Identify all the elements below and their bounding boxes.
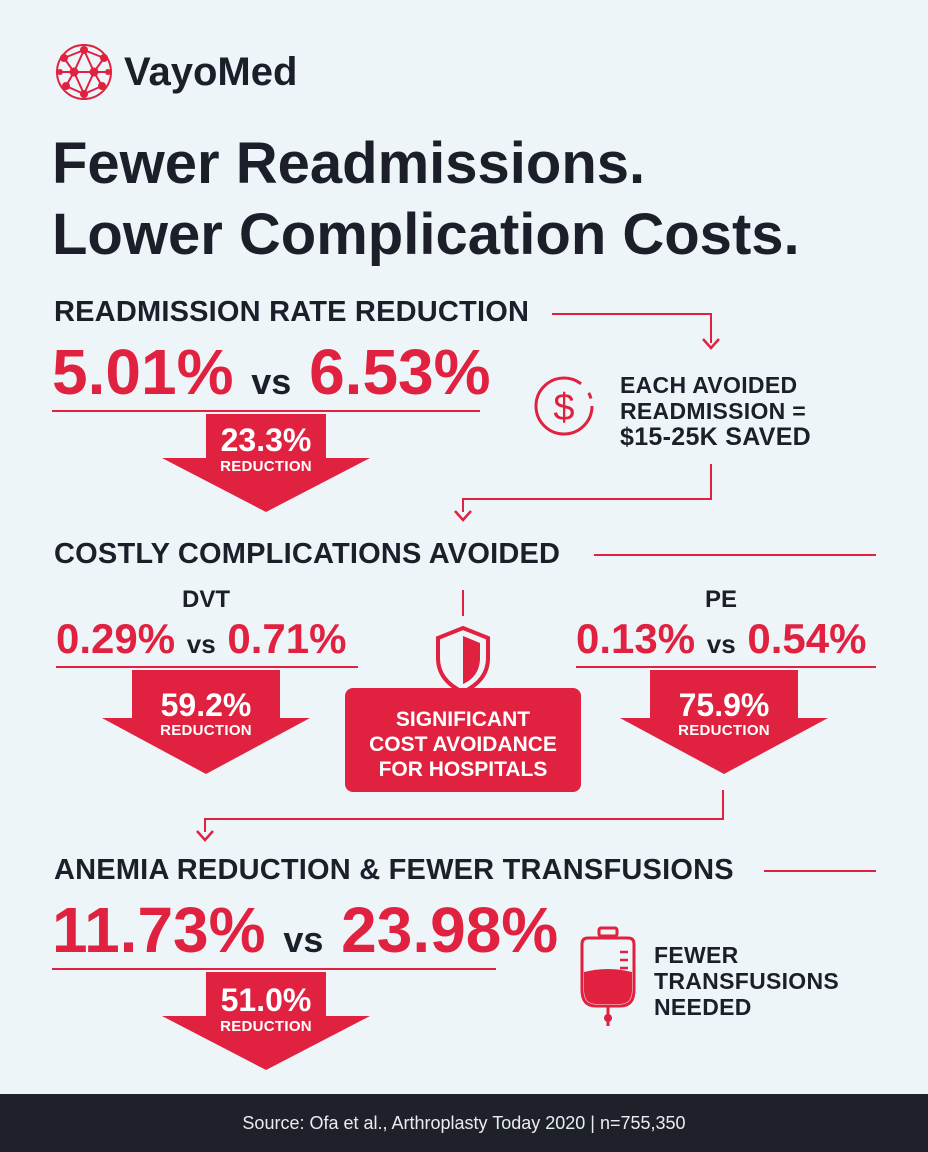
complications-heading: COSTLY COMPLICATIONS AVOIDED	[54, 538, 561, 570]
readmission-heading: READMISSION RATE REDUCTION	[54, 296, 530, 328]
divider	[52, 410, 480, 412]
pe-title: PE	[705, 586, 738, 613]
transfusion-line1: FEWER	[654, 942, 739, 968]
connector-line	[552, 313, 712, 315]
pe-value-a: 0.13%	[576, 615, 696, 662]
readmission-reduction: 23.3% REDUCTION	[196, 422, 336, 475]
brand-name: VayoMed	[124, 50, 298, 94]
reduction-label: REDUCTION	[220, 458, 312, 475]
reduction-label: REDUCTION	[220, 1018, 312, 1035]
reduction-percent: 51.0%	[220, 982, 312, 1018]
blood-bag-icon	[580, 926, 636, 1026]
cost-avoidance-text: SIGNIFICANT COST AVOIDANCE FOR HOSPITALS	[345, 707, 581, 782]
pe-reduction: 75.9% REDUCTION	[654, 688, 794, 739]
anemia-value-b: 23.98%	[341, 894, 559, 966]
dvt-value-b: 0.71%	[227, 615, 347, 662]
headline-line2: Lower Complication Costs.	[52, 202, 800, 267]
reduction-label: REDUCTION	[160, 722, 252, 739]
savings-line3: $15-25K SAVED	[620, 423, 812, 451]
savings-text: EACH AVOIDED READMISSION = $15-25K SAVED	[620, 372, 811, 450]
savings-line2: READMISSION =	[620, 398, 807, 424]
connector-line	[722, 790, 724, 820]
connector-line	[462, 498, 464, 512]
headline-line1: Fewer Readmissions.	[52, 131, 646, 196]
vs-label: vs	[251, 361, 292, 402]
vs-label: vs	[186, 629, 216, 659]
chevron-down-icon	[702, 338, 720, 350]
reduction-percent: 59.2%	[160, 687, 252, 723]
divider	[56, 666, 358, 668]
pe-value-b: 0.54%	[747, 615, 867, 662]
reduction-arrow	[162, 414, 370, 512]
connector-line	[204, 818, 206, 832]
pe-comparison: 0.13% vs 0.54%	[576, 616, 866, 667]
dvt-reduction: 59.2% REDUCTION	[136, 688, 276, 739]
connector-line	[710, 464, 712, 500]
anemia-value-a: 11.73%	[52, 894, 266, 966]
anemia-comparison: 11.73% vs 23.98%	[52, 894, 558, 976]
cost-avoidance-box	[345, 688, 581, 792]
transfusion-line2: TRANSFUSIONS	[654, 968, 840, 994]
anemia-heading: ANEMIA REDUCTION & FEWER TRANSFUSIONS	[54, 854, 734, 886]
connector-line	[204, 818, 724, 820]
shield-icon	[436, 625, 490, 695]
transfusion-text: FEWER TRANSFUSIONS NEEDED	[654, 942, 839, 1020]
dvt-title: DVT	[182, 586, 230, 613]
divider	[576, 666, 876, 668]
connector-line	[462, 590, 464, 616]
readmission-value-b: 6.53%	[309, 336, 491, 408]
svg-text:$: $	[553, 387, 574, 429]
chevron-down-icon	[454, 510, 472, 522]
reduction-percent: 75.9%	[678, 687, 770, 723]
dvt-value-a: 0.29%	[56, 615, 176, 662]
dvt-comparison: 0.29% vs 0.71%	[56, 616, 346, 667]
chevron-down-icon	[196, 830, 214, 842]
savings-line1: EACH AVOIDED	[620, 372, 798, 398]
divider	[764, 870, 876, 872]
readmission-value-a: 5.01%	[52, 336, 234, 408]
brand-logo	[52, 40, 116, 104]
vs-label: vs	[706, 629, 736, 659]
reduction-percent: 23.3%	[220, 422, 312, 458]
reduction-arrow	[620, 670, 828, 774]
reduction-label: REDUCTION	[678, 722, 770, 739]
network-sphere-icon	[56, 44, 112, 100]
dollar-circle-icon: $	[534, 376, 594, 436]
transfusion-line3: NEEDED	[654, 994, 752, 1020]
readmission-comparison: 5.01% vs 6.53%	[52, 336, 491, 418]
cost-line1: SIGNIFICANT	[395, 708, 531, 731]
footer-source: Source: Ofa et al., Arthroplasty Today 2…	[0, 1094, 928, 1152]
vs-label: vs	[283, 919, 324, 960]
cost-line3: FOR HOSPITALS	[378, 758, 548, 781]
cost-line2: COST AVOIDANCE	[369, 733, 557, 756]
reduction-arrow	[162, 972, 370, 1070]
divider	[52, 968, 496, 970]
connector-line	[462, 498, 712, 500]
divider	[594, 554, 876, 556]
reduction-arrow	[102, 670, 310, 774]
connector-line	[710, 313, 712, 343]
anemia-reduction: 51.0% REDUCTION	[196, 982, 336, 1035]
